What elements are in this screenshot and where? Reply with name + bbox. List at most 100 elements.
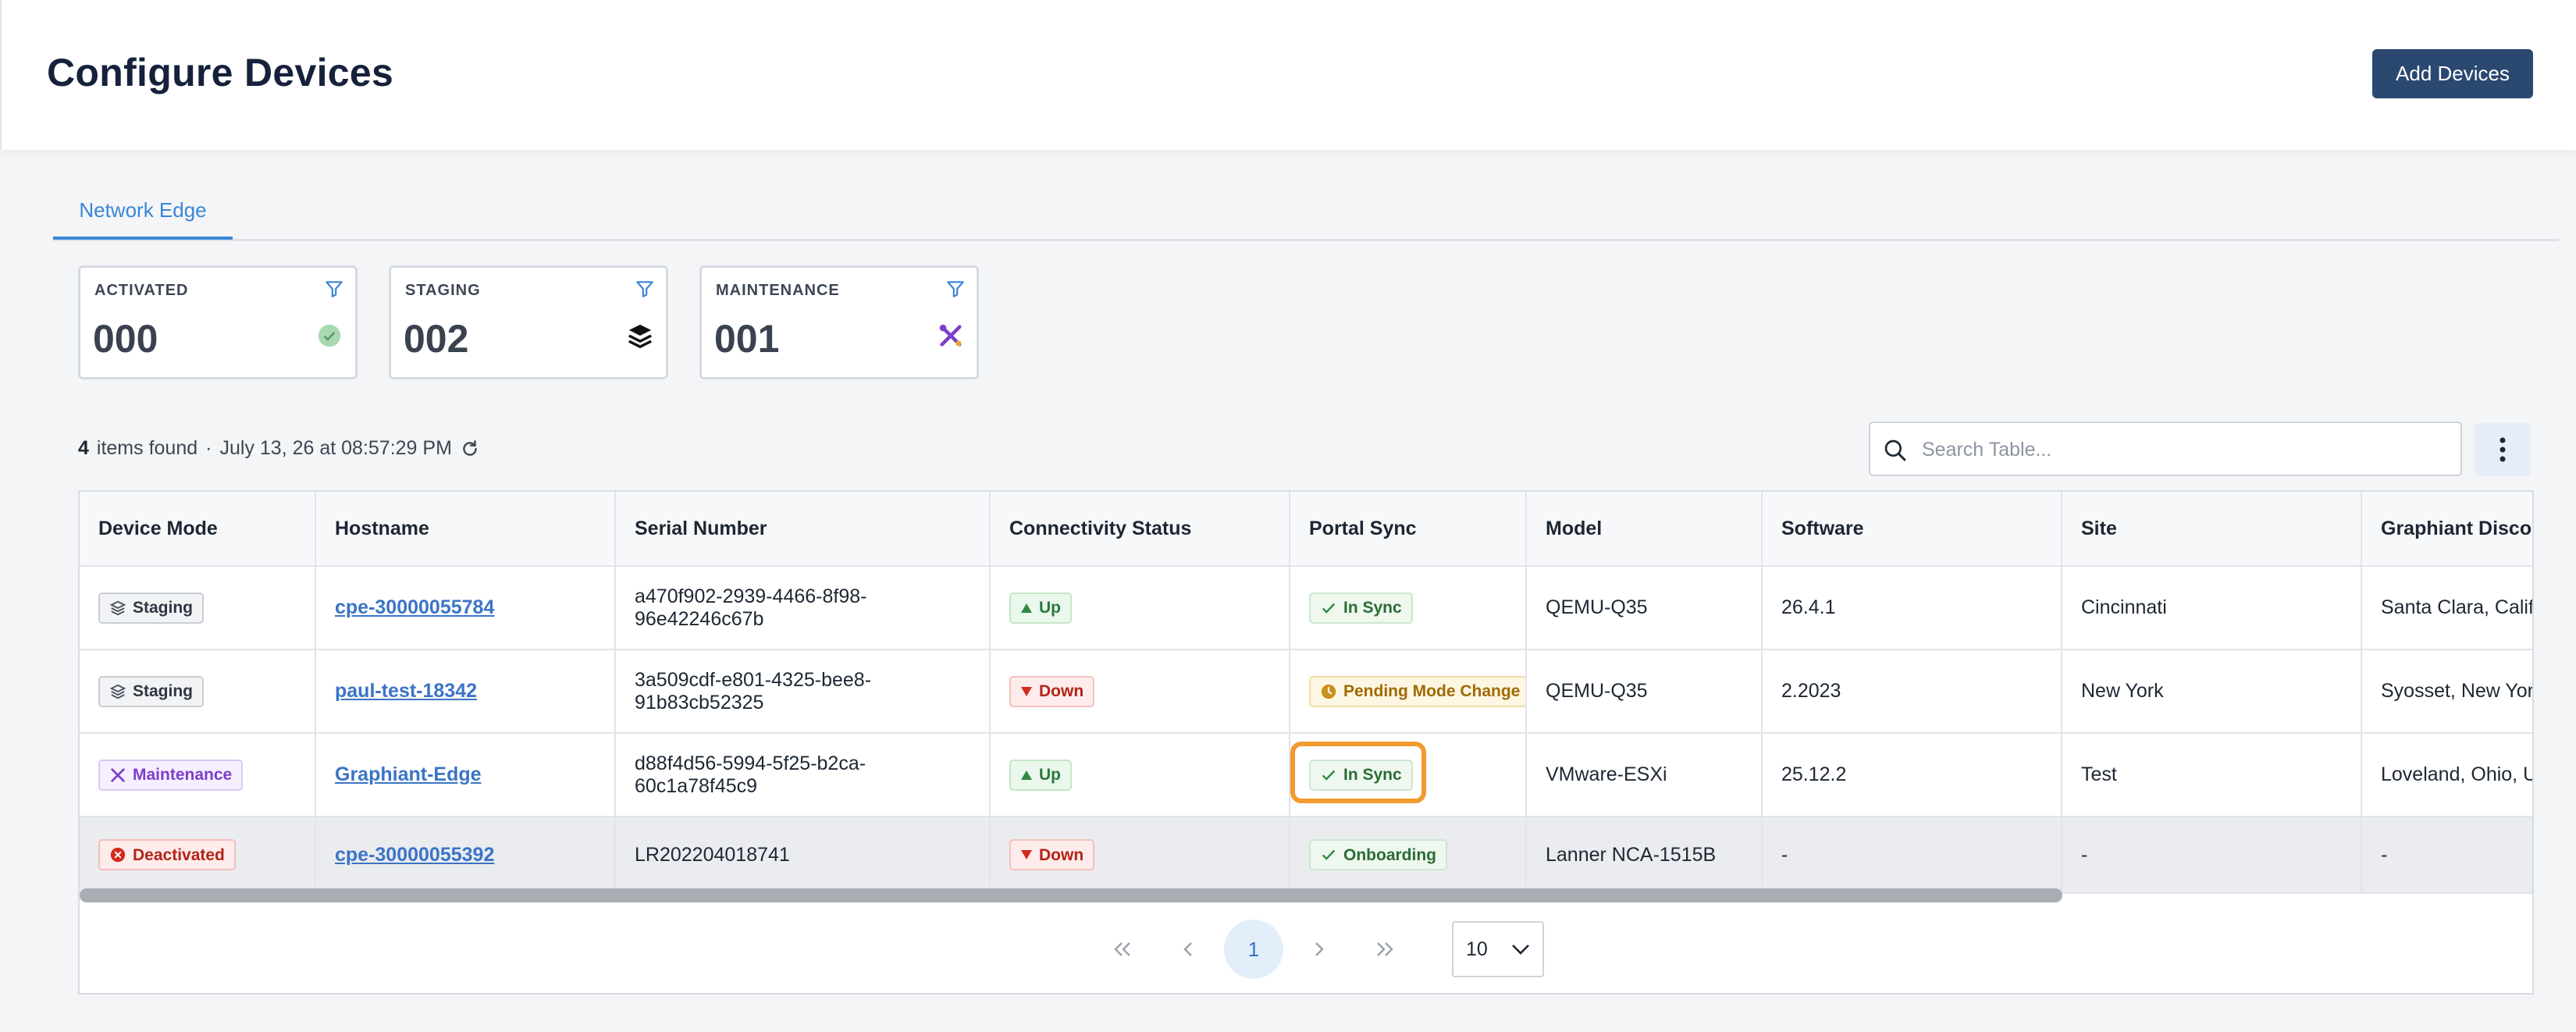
tab-network-edge[interactable]: Network Edge [79,198,207,222]
badge-label: Down [1039,845,1084,864]
portal-sync-badge: In Sync [1309,759,1413,791]
badge-label: Staging [133,682,193,700]
badge-label: Maintenance [133,766,233,784]
location-cell: Syosset, New York [2361,649,2532,734]
prev-page-button[interactable] [1158,920,1218,979]
badge-label: Staging [133,599,193,617]
software-cell: - [1762,817,2062,894]
tools-icon [939,324,962,347]
x-circle-icon [110,847,126,863]
badge-label: Down [1039,682,1084,700]
filter-icon[interactable] [945,279,966,299]
column-header-software[interactable]: Software [1762,492,2062,567]
hostname-link[interactable]: cpe-30000055392 [335,843,495,866]
arrow-up-icon [1021,603,1032,613]
page-size-select[interactable]: 10 [1452,921,1544,977]
card-label: ACTIVATED [94,282,189,299]
table-options-button[interactable] [2475,423,2531,476]
connectivity-badge: Up [1009,592,1072,624]
column-header-device-mode[interactable]: Device Mode [80,492,316,567]
arrow-down-icon [1021,850,1032,859]
page-number-button[interactable]: 1 [1224,920,1283,979]
info-separator: · [205,437,212,459]
portal-sync-badge: In Sync [1309,592,1413,624]
horizontal-scrollbar[interactable] [80,888,2062,902]
chevron-down-icon [1512,945,1529,955]
hostname-link[interactable]: paul-test-18342 [335,680,478,702]
filter-icon[interactable] [324,279,344,299]
model-cell: Lanner NCA-1515B [1526,817,1763,894]
check-icon [1322,770,1336,781]
check-icon [1322,849,1336,860]
model-cell: VMware-ESXi [1526,733,1763,817]
badge-label: Onboarding [1343,845,1436,864]
column-header-connectivity-status[interactable]: Connectivity Status [990,492,1290,567]
serial-number-cell: 3a509cdf-e801-4325-bee8-91b83cb52325 [615,649,991,734]
site-cell: - [2062,817,2362,894]
device-mode-badge: Staging [98,675,204,707]
card-activated: ACTIVATED 000 [78,265,358,379]
tab-bar: Network Edge [53,181,2559,241]
badge-label: Up [1039,599,1061,617]
layers-icon [109,684,126,699]
portal-sync-badge: Onboarding [1309,839,1447,870]
table-row[interactable]: Staging cpe-30000055784 a470f902-2939-44… [80,566,2532,650]
hostname-link[interactable]: cpe-30000055784 [335,596,495,618]
column-header-site[interactable]: Site [2062,492,2362,567]
serial-number-cell: d88f4d56-5994-5f25-b2ca-60c1a78f45c9 [615,733,991,817]
card-staging: STAGING 002 [389,265,668,379]
check-icon [1322,603,1336,614]
double-chevron-right-icon [1377,942,1393,956]
active-tab-indicator [53,237,233,240]
refresh-icon[interactable] [460,439,480,459]
add-devices-button[interactable]: Add Devices [2372,49,2533,98]
check-circle-icon [318,324,341,347]
filter-icon[interactable] [635,279,655,299]
next-page-button[interactable] [1290,920,1349,979]
last-page-button[interactable] [1355,920,1414,979]
location-cell: - [2361,817,2532,894]
layers-icon [109,600,126,615]
search-box [1869,422,2462,476]
page-title: Configure Devices [47,51,394,94]
kebab-menu-icon [2500,437,2506,462]
badge-label: Deactivated [133,845,225,864]
page-header: Configure Devices Add Devices [0,0,2576,150]
table-row[interactable]: Staging paul-test-18342 3a509cdf-e801-43… [80,649,2532,734]
card-value: 000 [93,317,158,361]
chevron-right-icon [1315,942,1324,956]
clock-icon [1321,684,1336,699]
column-header-model[interactable]: Model [1526,492,1763,567]
table-row[interactable]: Maintenance Graphiant-Edge d88f4d56-5994… [80,733,2532,817]
connectivity-badge: Up [1009,759,1072,791]
column-header-portal-sync[interactable]: Portal Sync [1290,492,1527,567]
column-header-hostname[interactable]: Hostname [315,492,616,567]
table-row[interactable]: Deactivated cpe-30000055392 LR2022040187… [80,817,2532,894]
hostname-link[interactable]: Graphiant-Edge [335,763,482,785]
site-cell: Cincinnati [2062,566,2362,650]
badge-label: Up [1039,766,1061,784]
search-input[interactable] [1920,429,2454,470]
location-cell: Santa Clara, California, United States [2361,566,2532,650]
card-value: 002 [404,317,469,361]
column-header-graphiant-discovery[interactable]: Graphiant Disco [2361,492,2532,567]
chevron-left-icon [1183,942,1192,956]
card-value: 001 [714,317,780,361]
items-count: 4 [78,437,89,459]
items-found-label: items found [96,437,198,459]
device-mode-badge: Staging [98,592,204,624]
connectivity-badge: Down [1009,675,1095,707]
last-updated-timestamp: July 13, 26 at 08:57:29 PM [219,437,452,459]
pagination: 1 10 [1093,920,1544,979]
model-cell: QEMU-Q35 [1526,649,1763,734]
badge-label: In Sync [1343,599,1402,617]
card-maintenance: MAINTENANCE 001 [699,265,979,379]
arrow-down-icon [1021,686,1032,696]
device-mode-badge: Deactivated [98,839,236,870]
location-cell: Loveland, Ohio, U [2361,733,2532,817]
column-header-serial-number[interactable]: Serial Number [615,492,991,567]
first-page-button[interactable] [1093,920,1152,979]
model-cell: QEMU-Q35 [1526,566,1763,650]
badge-label: In Sync [1343,766,1402,784]
software-cell: 26.4.1 [1762,566,2062,650]
